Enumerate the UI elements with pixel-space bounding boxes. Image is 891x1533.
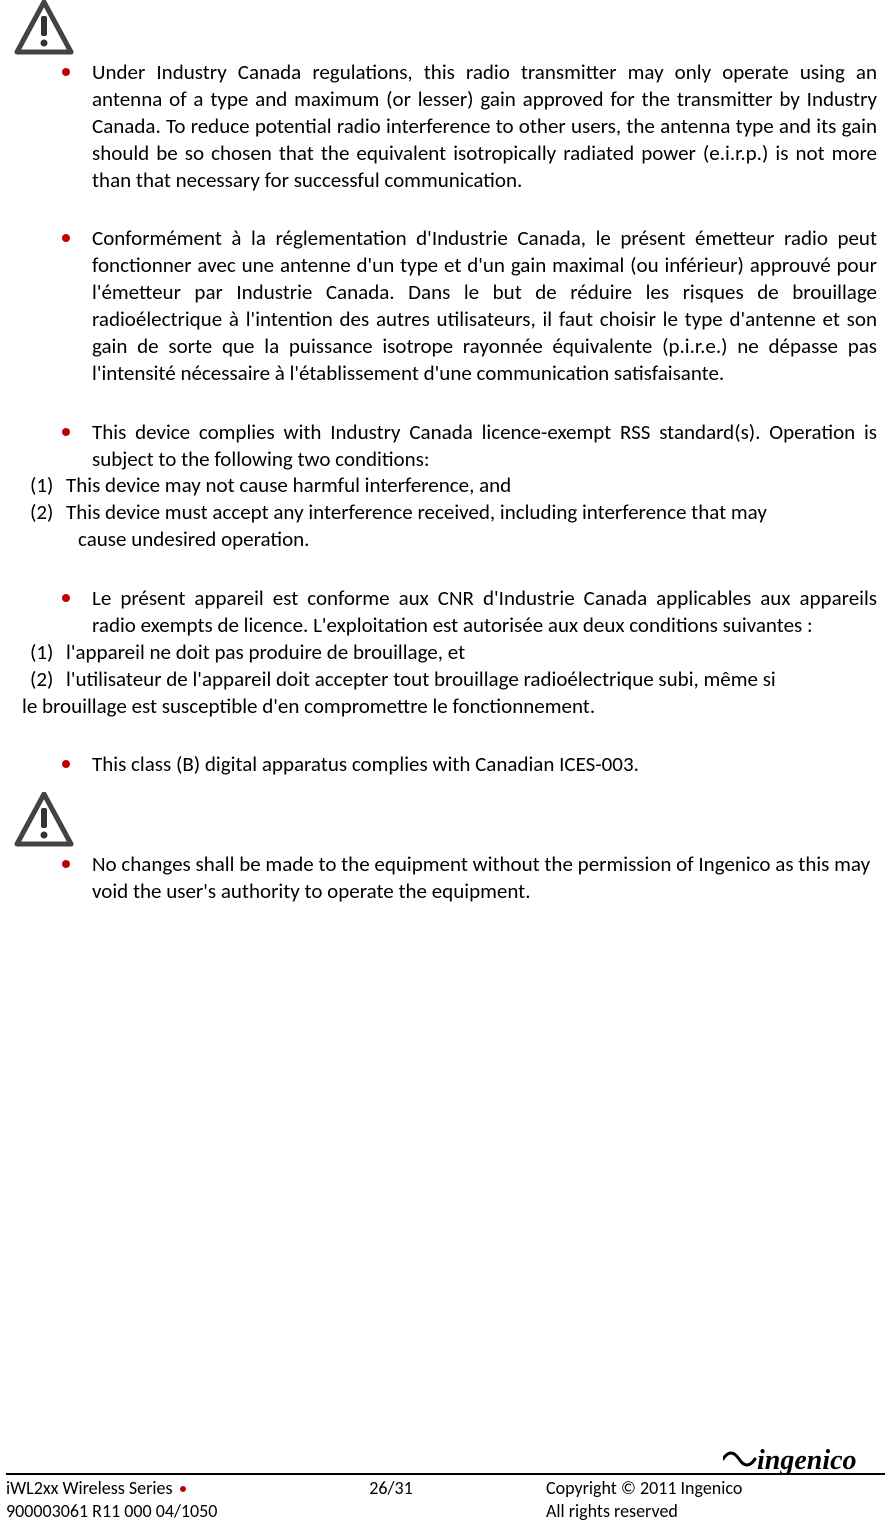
footer-docnum: 900003061 R11 000 04/1050: [6, 1500, 326, 1523]
list-number: (2): [30, 666, 66, 693]
bullet-marker: [62, 234, 70, 242]
bullet-marker: [62, 428, 70, 436]
bullet-item: No changes shall be made to the equipmen…: [10, 851, 881, 905]
list-item: (2) This device must accept any interfer…: [30, 499, 877, 526]
list-text: This device must accept any interference…: [66, 499, 877, 526]
bullet-text: This class (B) digital apparatus complie…: [92, 751, 881, 778]
bullet-item: This class (B) digital apparatus complie…: [10, 751, 881, 778]
list-text: l'utilisateur de l'appareil doit accepte…: [66, 666, 877, 693]
list-item: (2) l'utilisateur de l'appareil doit acc…: [30, 666, 877, 693]
document-page: Under Industry Canada regulations, this …: [0, 0, 891, 1533]
list-number: (1): [30, 639, 66, 666]
bullet-item: Conformément à la réglementation d'Indus…: [10, 225, 881, 386]
warning-icon: [14, 0, 74, 55]
list-number: (2): [30, 499, 66, 526]
warning-icon: [14, 792, 74, 847]
bullet-item: Under Industry Canada regulations, this …: [10, 59, 881, 193]
bullet-marker: [62, 760, 70, 768]
bullet-marker-small: [180, 1486, 186, 1492]
footer-left: iWL2xx Wireless Series 900003061 R11 000…: [6, 1477, 326, 1523]
list-text: l'appareil ne doit pas produire de broui…: [66, 639, 877, 666]
list-item: (1) l'appareil ne doit pas produire de b…: [30, 639, 877, 666]
list-number: (1): [30, 472, 66, 499]
bullet-item: This device complies with Industry Canad…: [10, 419, 881, 473]
list-text: This device may not cause harmful interf…: [66, 472, 877, 499]
bullet-item: Le présent appareil est conforme aux CNR…: [10, 585, 881, 639]
bullet-text: Under Industry Canada regulations, this …: [92, 59, 881, 193]
numbered-list-fr: (1) l'appareil ne doit pas produire de b…: [10, 639, 881, 693]
footer-right: Copyright © 2011 Ingenico All rights res…: [456, 1477, 885, 1523]
footer-rights: All rights reserved: [546, 1500, 885, 1523]
page-content: Under Industry Canada regulations, this …: [0, 0, 891, 905]
list-continuation: cause undesired operation.: [30, 526, 877, 553]
svg-text:ingenico: ingenico: [757, 1445, 857, 1476]
footer-product: iWL2xx Wireless Series: [6, 1477, 177, 1499]
list-item: (1) This device may not cause harmful in…: [30, 472, 877, 499]
page-footer: iWL2xx Wireless Series 900003061 R11 000…: [0, 1473, 891, 1523]
bullet-text: Le présent appareil est conforme aux CNR…: [92, 585, 881, 639]
list-tail: le brouillage est susceptible d'en compr…: [10, 693, 881, 720]
bullet-text: Conformément à la réglementation d'Indus…: [92, 225, 881, 386]
bullet-marker: [62, 860, 70, 868]
bullet-marker: [62, 594, 70, 602]
numbered-list-en: (1) This device may not cause harmful in…: [10, 472, 881, 553]
footer-page-number: 26/31: [326, 1477, 456, 1523]
footer-copyright: Copyright © 2011 Ingenico: [546, 1477, 885, 1500]
bullet-marker: [62, 68, 70, 76]
ingenico-logo: ingenico: [723, 1439, 883, 1477]
bullet-text: This device complies with Industry Canad…: [92, 419, 881, 473]
bullet-text: No changes shall be made to the equipmen…: [92, 851, 881, 905]
footer-rule: [6, 1473, 885, 1475]
